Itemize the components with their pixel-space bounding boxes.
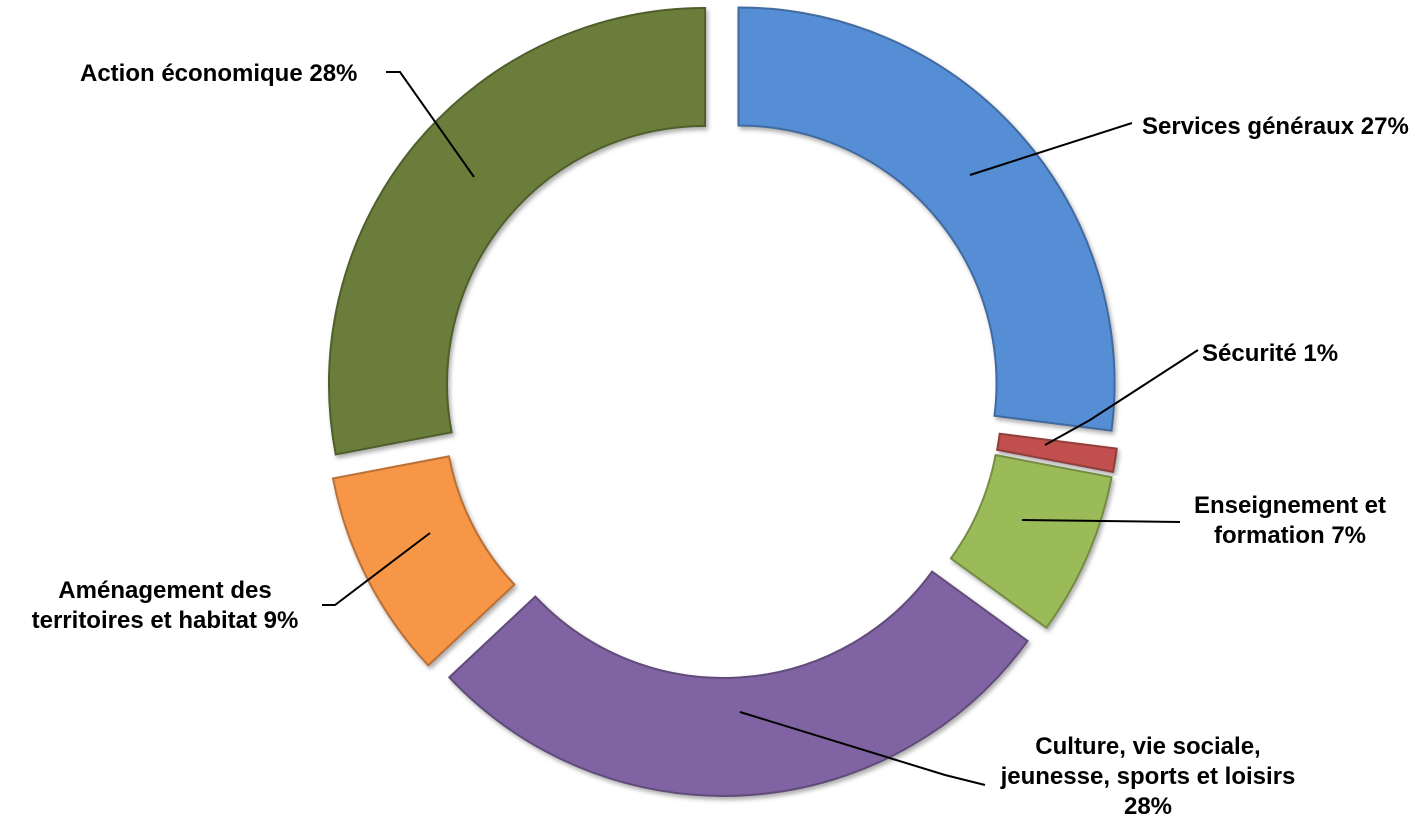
label-enseignement-formation: Enseignement et formation 7% (1193, 492, 1387, 549)
leader-action (386, 71, 475, 178)
slice-services-generaux (737, 6, 1116, 432)
leader-amenagement (322, 532, 431, 606)
slice-securite (995, 432, 1118, 474)
leader-securite (1044, 349, 1199, 446)
label-amenagement: Aménagement des territoires et habitat 9… (31, 577, 299, 634)
leader-enseignement (1021, 519, 1181, 523)
label-services-generaux: Services généraux 27% (1142, 113, 1409, 140)
label-securite: Sécurité 1% (1202, 340, 1339, 367)
slice-action-economique (328, 6, 707, 456)
slice-enseignement-formation (949, 453, 1113, 630)
leader-culture (739, 711, 986, 786)
label-culture: Culture, vie sociale, jeunesse, sports e… (1000, 733, 1296, 820)
label-action-economique: Action économique 28% (80, 60, 358, 87)
slice-culture (447, 570, 1029, 797)
slice-amenagement (331, 455, 516, 667)
leader-services (969, 122, 1133, 176)
